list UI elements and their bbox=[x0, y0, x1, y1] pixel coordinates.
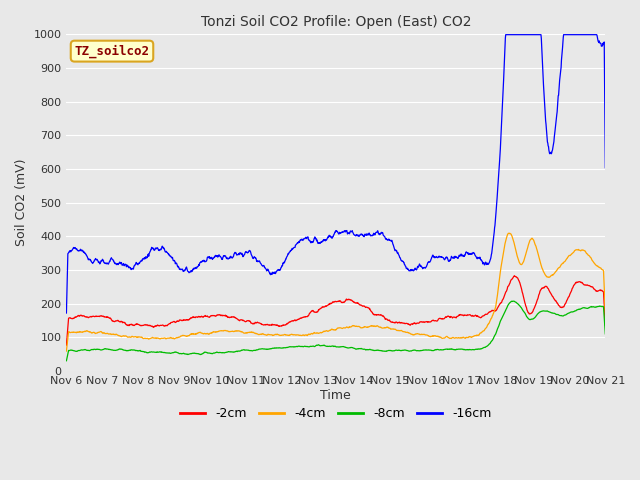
Title: Tonzi Soil CO2 Profile: Open (East) CO2: Tonzi Soil CO2 Profile: Open (East) CO2 bbox=[200, 15, 471, 29]
X-axis label: Time: Time bbox=[321, 389, 351, 402]
Text: TZ_soilco2: TZ_soilco2 bbox=[74, 45, 150, 58]
Y-axis label: Soil CO2 (mV): Soil CO2 (mV) bbox=[15, 159, 28, 246]
Legend: -2cm, -4cm, -8cm, -16cm: -2cm, -4cm, -8cm, -16cm bbox=[175, 403, 497, 425]
